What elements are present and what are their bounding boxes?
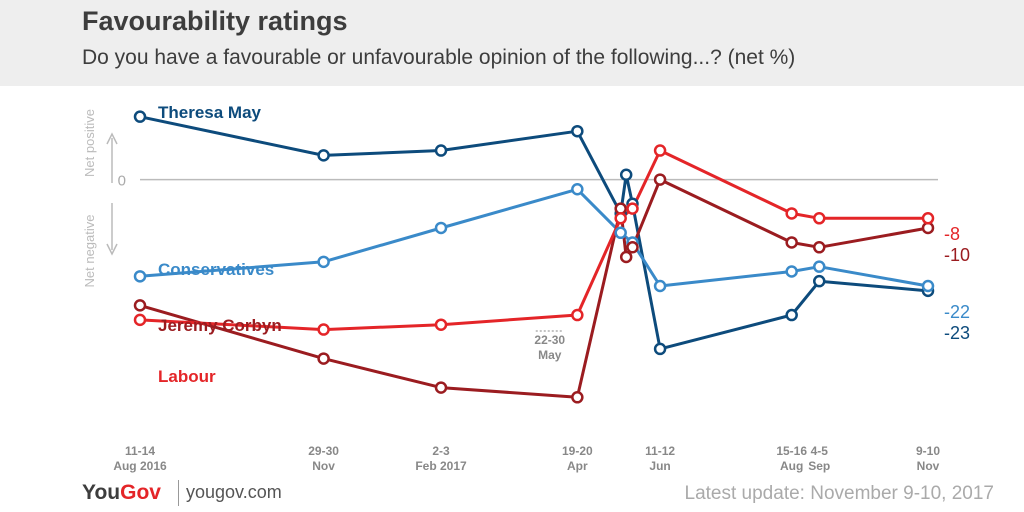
- series-name-theresa_may: Theresa May: [158, 103, 262, 122]
- logo-text-you: You: [82, 481, 121, 504]
- footer-divider: [178, 480, 179, 506]
- data-point-conservatives: [133, 270, 147, 283]
- data-point-conservatives: [653, 279, 667, 293]
- data-point-jeremy_corbyn: [317, 352, 330, 365]
- data-point-jeremy_corbyn: [813, 241, 826, 254]
- data-point-conservatives: [921, 279, 935, 293]
- data-point-labour: [571, 308, 584, 322]
- data-point-labour: [133, 313, 147, 327]
- data-point-theresa_may: [571, 124, 584, 138]
- data-point-theresa_may: [813, 274, 826, 288]
- data-point-conservatives: [813, 260, 826, 273]
- data-point-labour: [614, 212, 627, 225]
- x-tick-label: Aug: [780, 459, 803, 473]
- zero-tick-label: 0: [118, 173, 126, 190]
- x-tick-label: Aug 2016: [113, 459, 167, 473]
- net-positive-label: Net positive: [82, 109, 97, 177]
- data-point-theresa_may: [133, 110, 147, 123]
- positive-arrow-head: [106, 132, 118, 145]
- data-point-labour: [921, 212, 935, 225]
- net-negative-label: Net negative: [82, 215, 97, 288]
- data-point-labour: [785, 207, 798, 220]
- data-point-conservatives: [434, 221, 448, 235]
- x-tick-label: 4-5: [811, 444, 829, 458]
- data-point-theresa_may: [317, 149, 330, 162]
- series-name-conservatives: Conservatives: [158, 260, 274, 279]
- x-tick-label: 9-10: [916, 444, 940, 458]
- yougov-logo: YouGov: [82, 481, 161, 505]
- x-tick-label: Nov: [312, 459, 335, 473]
- data-point-labour: [317, 323, 330, 336]
- chart-subtitle: Do you have a favourable or unfavourable…: [82, 46, 796, 69]
- data-point-jeremy_corbyn: [434, 381, 448, 394]
- x-tick-label: 29-30: [308, 444, 339, 458]
- data-point-jeremy_corbyn: [571, 391, 584, 404]
- end-value-theresa_may: -23: [944, 323, 970, 343]
- data-point-conservatives: [785, 265, 798, 278]
- data-point-labour: [626, 202, 639, 215]
- series-name-jeremy_corbyn: Jeremy Corbyn: [158, 316, 282, 335]
- series-line-conservatives: [139, 187, 929, 288]
- x-tick-label: 2-3: [432, 444, 450, 458]
- end-value-jeremy_corbyn: -10: [944, 245, 970, 265]
- data-point-jeremy_corbyn: [653, 173, 667, 186]
- data-point-conservatives: [571, 183, 584, 196]
- end-value-labour: -8: [944, 224, 960, 244]
- x-tick-label: Nov: [917, 459, 940, 473]
- data-point-jeremy_corbyn: [133, 299, 147, 312]
- chart-title: Favourability ratings: [82, 6, 348, 36]
- data-point-jeremy_corbyn: [785, 236, 798, 249]
- data-point-jeremy_corbyn: [626, 241, 639, 254]
- header-band: Favourability ratings Do you have a favo…: [0, 0, 1024, 86]
- data-point-labour: [434, 318, 448, 331]
- data-point-conservatives: [317, 255, 330, 269]
- data-point-conservatives: [614, 226, 627, 240]
- data-point-labour: [813, 212, 826, 225]
- data-point-labour: [653, 144, 667, 157]
- series-line-jeremy_corbyn: [139, 178, 929, 399]
- data-point-theresa_may: [653, 342, 667, 356]
- end-value-conservatives: -22: [944, 302, 970, 322]
- latest-update: Latest update: November 9-10, 2017: [684, 483, 994, 504]
- x-tick-label: 11-12: [645, 444, 675, 458]
- data-point-theresa_may: [434, 144, 448, 157]
- x-tick-label: Sep: [808, 459, 830, 473]
- x-tick-label: 19-20: [562, 444, 593, 458]
- logo-text-gov: Gov: [120, 481, 161, 504]
- annotation-label: May: [538, 348, 562, 362]
- series-name-labour: Labour: [158, 367, 216, 386]
- series-line-labour: [139, 149, 928, 332]
- x-tick-label: 11-14: [125, 444, 155, 458]
- data-point-theresa_may: [619, 168, 633, 181]
- negative-arrow-head: [106, 243, 118, 256]
- data-point-theresa_may: [785, 308, 798, 322]
- x-tick-label: Jun: [649, 459, 670, 473]
- footer-website: yougov.com: [186, 482, 282, 502]
- series-line-theresa_may: [139, 115, 929, 351]
- x-tick-label: Feb 2017: [415, 459, 467, 473]
- data-point-jeremy_corbyn: [619, 250, 633, 264]
- x-tick-label: Apr: [567, 459, 588, 473]
- annotation-label: 22-30: [534, 333, 565, 347]
- x-tick-label: 15-16: [776, 444, 807, 458]
